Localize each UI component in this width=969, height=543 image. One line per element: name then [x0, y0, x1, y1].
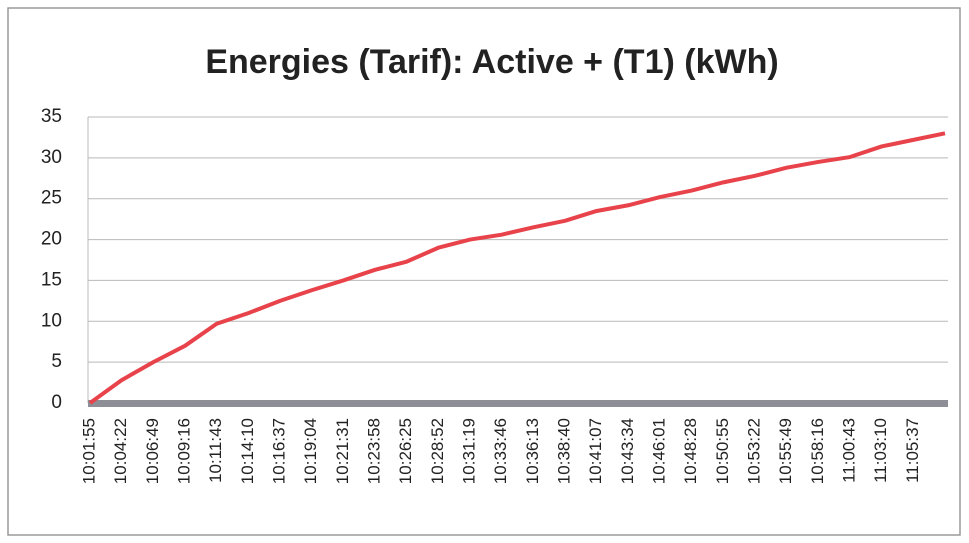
x-tick-label: 10:43:34 [618, 418, 637, 484]
x-tick-label: 10:14:10 [238, 418, 257, 484]
x-axis [88, 400, 948, 407]
x-tick-label: 10:53:22 [744, 418, 763, 484]
x-tick-label: 10:48:28 [681, 418, 700, 484]
x-tick-label: 10:58:16 [808, 418, 827, 484]
y-tick-label: 30 [41, 147, 62, 168]
x-tick-label: 10:09:16 [174, 418, 193, 484]
y-tick-label: 15 [41, 269, 62, 290]
x-tick-label: 10:21:31 [333, 418, 352, 484]
y-tick-label: 0 [51, 392, 62, 413]
y-tick-label: 35 [41, 106, 62, 127]
x-tick-label: 10:46:01 [649, 418, 668, 484]
x-tick-label: 10:50:55 [713, 418, 732, 484]
chart-title: Energies (Tarif): Active + (T1) (kWh) [205, 43, 778, 81]
x-tick-label: 10:16:37 [269, 418, 288, 484]
x-tick-label: 10:04:22 [111, 418, 130, 484]
x-tick-label: 10:33:46 [491, 418, 510, 484]
x-tick-label: 11:05:37 [903, 418, 922, 483]
x-tick-label: 10:26:25 [396, 418, 415, 484]
y-tick-label: 25 [41, 188, 62, 209]
y-tick-label: 10 [41, 310, 62, 331]
x-tick-label: 10:55:49 [776, 418, 795, 484]
x-tick-label: 10:31:19 [459, 418, 478, 484]
x-tick-label: 11:03:10 [871, 418, 890, 483]
x-tick-label: 10:11:43 [206, 418, 225, 483]
chart-border [7, 7, 961, 536]
x-tick-label: 10:01:55 [79, 418, 98, 484]
x-tick-label: 10:38:40 [554, 418, 573, 484]
x-tick-label: 10:23:58 [364, 418, 383, 484]
x-tick-label: 10:36:13 [523, 418, 542, 484]
x-tick-label: 10:19:04 [301, 418, 320, 484]
y-tick-label: 5 [51, 351, 62, 372]
x-tick-label: 10:28:52 [428, 418, 447, 484]
x-tick-label: 10:41:07 [586, 418, 605, 484]
data-line [88, 131, 946, 405]
y-tick-label: 20 [41, 229, 62, 250]
x-tick-label: 11:00:43 [839, 418, 858, 483]
x-tick-label: 10:06:49 [143, 418, 162, 484]
